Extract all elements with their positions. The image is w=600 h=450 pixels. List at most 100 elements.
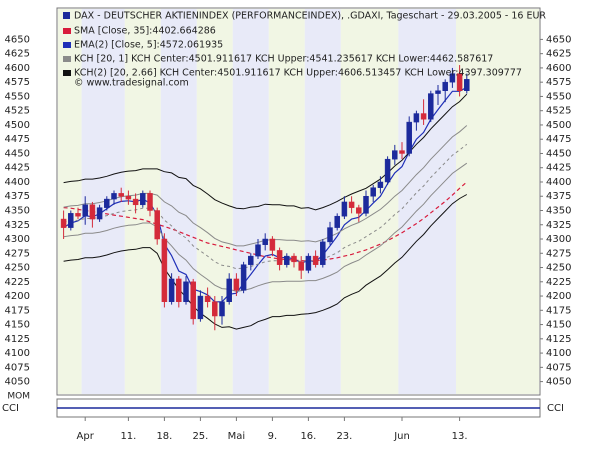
candle-body <box>240 264 247 291</box>
candle-body <box>298 261 304 271</box>
candle-body <box>183 281 189 302</box>
candle-body <box>276 250 283 265</box>
y-tick-label: 4350 <box>5 206 30 217</box>
y-tick-label: 4100 <box>5 348 30 359</box>
candle-body <box>104 198 110 208</box>
candle-body <box>212 301 218 317</box>
candle-body <box>449 73 456 83</box>
candle-body <box>190 281 196 320</box>
candle-body <box>168 278 175 302</box>
y-tick-label: 4650 <box>5 34 30 45</box>
week-stripe <box>456 9 539 394</box>
candle-body <box>291 255 297 263</box>
y-tick-label-right: 4275 <box>546 248 571 259</box>
y-tick-label: 4375 <box>5 191 30 202</box>
candle-body <box>341 201 348 217</box>
candle-body <box>82 204 88 217</box>
week-stripe <box>58 9 82 394</box>
x-tick-label: 16. <box>300 431 316 442</box>
y-tick-label-right: 4075 <box>546 362 571 373</box>
y-tick-label-right: 4650 <box>546 34 571 45</box>
candle-body <box>384 158 391 183</box>
chart-title: DAX - DEUTSCHER AKTIENINDEX (PERFORMANCE… <box>74 11 546 22</box>
y-tick-label-right: 4375 <box>546 191 571 202</box>
y-tick-label-right: 4100 <box>546 348 571 359</box>
plot-border <box>56 7 541 396</box>
candle-body <box>356 207 362 214</box>
legend: SMA [Close, 35]:4402.664286 EMA(2) [Close… <box>63 26 522 79</box>
title-icon <box>63 12 70 19</box>
candle-body <box>442 81 448 91</box>
legend-entry: EMA(2) [Close, 5]:4572.061935 <box>74 40 223 51</box>
y-tick-label: 4175 <box>5 305 30 316</box>
y-tick-label: 4450 <box>5 148 30 159</box>
band-upper <box>63 93 468 211</box>
y-tick-label: 4500 <box>5 120 30 131</box>
candle-body <box>60 218 67 228</box>
y-tick-label-right: 4125 <box>546 334 571 345</box>
candle-body <box>255 244 261 257</box>
candle-body <box>413 113 420 123</box>
candle-body <box>68 213 74 228</box>
y-tick-label-right: 4500 <box>546 120 571 131</box>
week-stripe <box>160 9 197 394</box>
candle-body <box>377 181 384 188</box>
y-tick-label: 4050 <box>5 377 30 388</box>
week-stripe <box>304 9 341 394</box>
y-tick-label: 4275 <box>5 248 30 259</box>
y-tick-label-right: 4575 <box>546 77 571 88</box>
lower-panel-label-right: CCI <box>547 403 564 414</box>
y-tick-label-right: 4325 <box>546 220 571 231</box>
indicator-line <box>63 86 468 303</box>
candle-body <box>89 204 96 220</box>
legend-swatch <box>63 56 71 62</box>
week-stripe <box>232 9 269 394</box>
lower-panel-label: CCI <box>2 403 19 414</box>
candle-body <box>125 195 132 200</box>
y-tick-label: 4125 <box>5 334 30 345</box>
y-tick-label: 4075 <box>5 362 30 373</box>
candle-body <box>348 201 355 208</box>
candle-body <box>219 301 225 317</box>
band-lower <box>63 162 468 293</box>
candle-body <box>312 255 319 265</box>
candle-body <box>456 73 463 91</box>
y-tick-label-right: 4625 <box>546 49 571 60</box>
x-tick-label: Mai <box>228 431 246 442</box>
y-tick-label-right: 4600 <box>546 63 571 74</box>
candle-body <box>327 227 333 243</box>
y-tick-label-right: 4525 <box>546 106 571 117</box>
candle-body <box>118 193 124 197</box>
y-tick-label-right: 4550 <box>546 91 571 102</box>
y-tick-label: 4575 <box>5 77 30 88</box>
candle-body <box>140 193 146 206</box>
candle-body <box>284 255 290 265</box>
candle-body <box>147 193 153 211</box>
y-tick-label-right: 4200 <box>546 291 571 302</box>
x-tick-label: 11. <box>120 431 136 442</box>
y-tick-label: 4625 <box>5 49 30 60</box>
y-tick-label-right: 4250 <box>546 263 571 274</box>
candle-body <box>334 215 340 228</box>
candle-body <box>420 113 427 120</box>
candle-body <box>161 238 168 302</box>
y-tick-label: 4475 <box>5 134 30 145</box>
y-tick-label: 4150 <box>5 320 30 331</box>
legend-swatch <box>63 70 71 76</box>
candle-body <box>226 278 232 302</box>
x-tick-label: 25. <box>192 431 208 442</box>
candle-body <box>262 238 268 245</box>
legend-entry: SMA [Close, 35]:4402.664286 <box>74 26 216 37</box>
y-tick-label-right: 4475 <box>546 134 571 145</box>
plot-area <box>58 9 539 394</box>
y-tick-label: 4200 <box>5 291 30 302</box>
y-tick-label-right: 4300 <box>546 234 571 245</box>
y-tick-label: 4250 <box>5 263 30 274</box>
y-tick-label: 4525 <box>5 106 30 117</box>
week-stripe <box>268 9 305 394</box>
candle-body <box>154 210 160 240</box>
y-tick-label: 4425 <box>5 163 30 174</box>
candle-body <box>399 150 405 154</box>
candle-body <box>248 255 254 265</box>
candle-body <box>406 121 412 154</box>
